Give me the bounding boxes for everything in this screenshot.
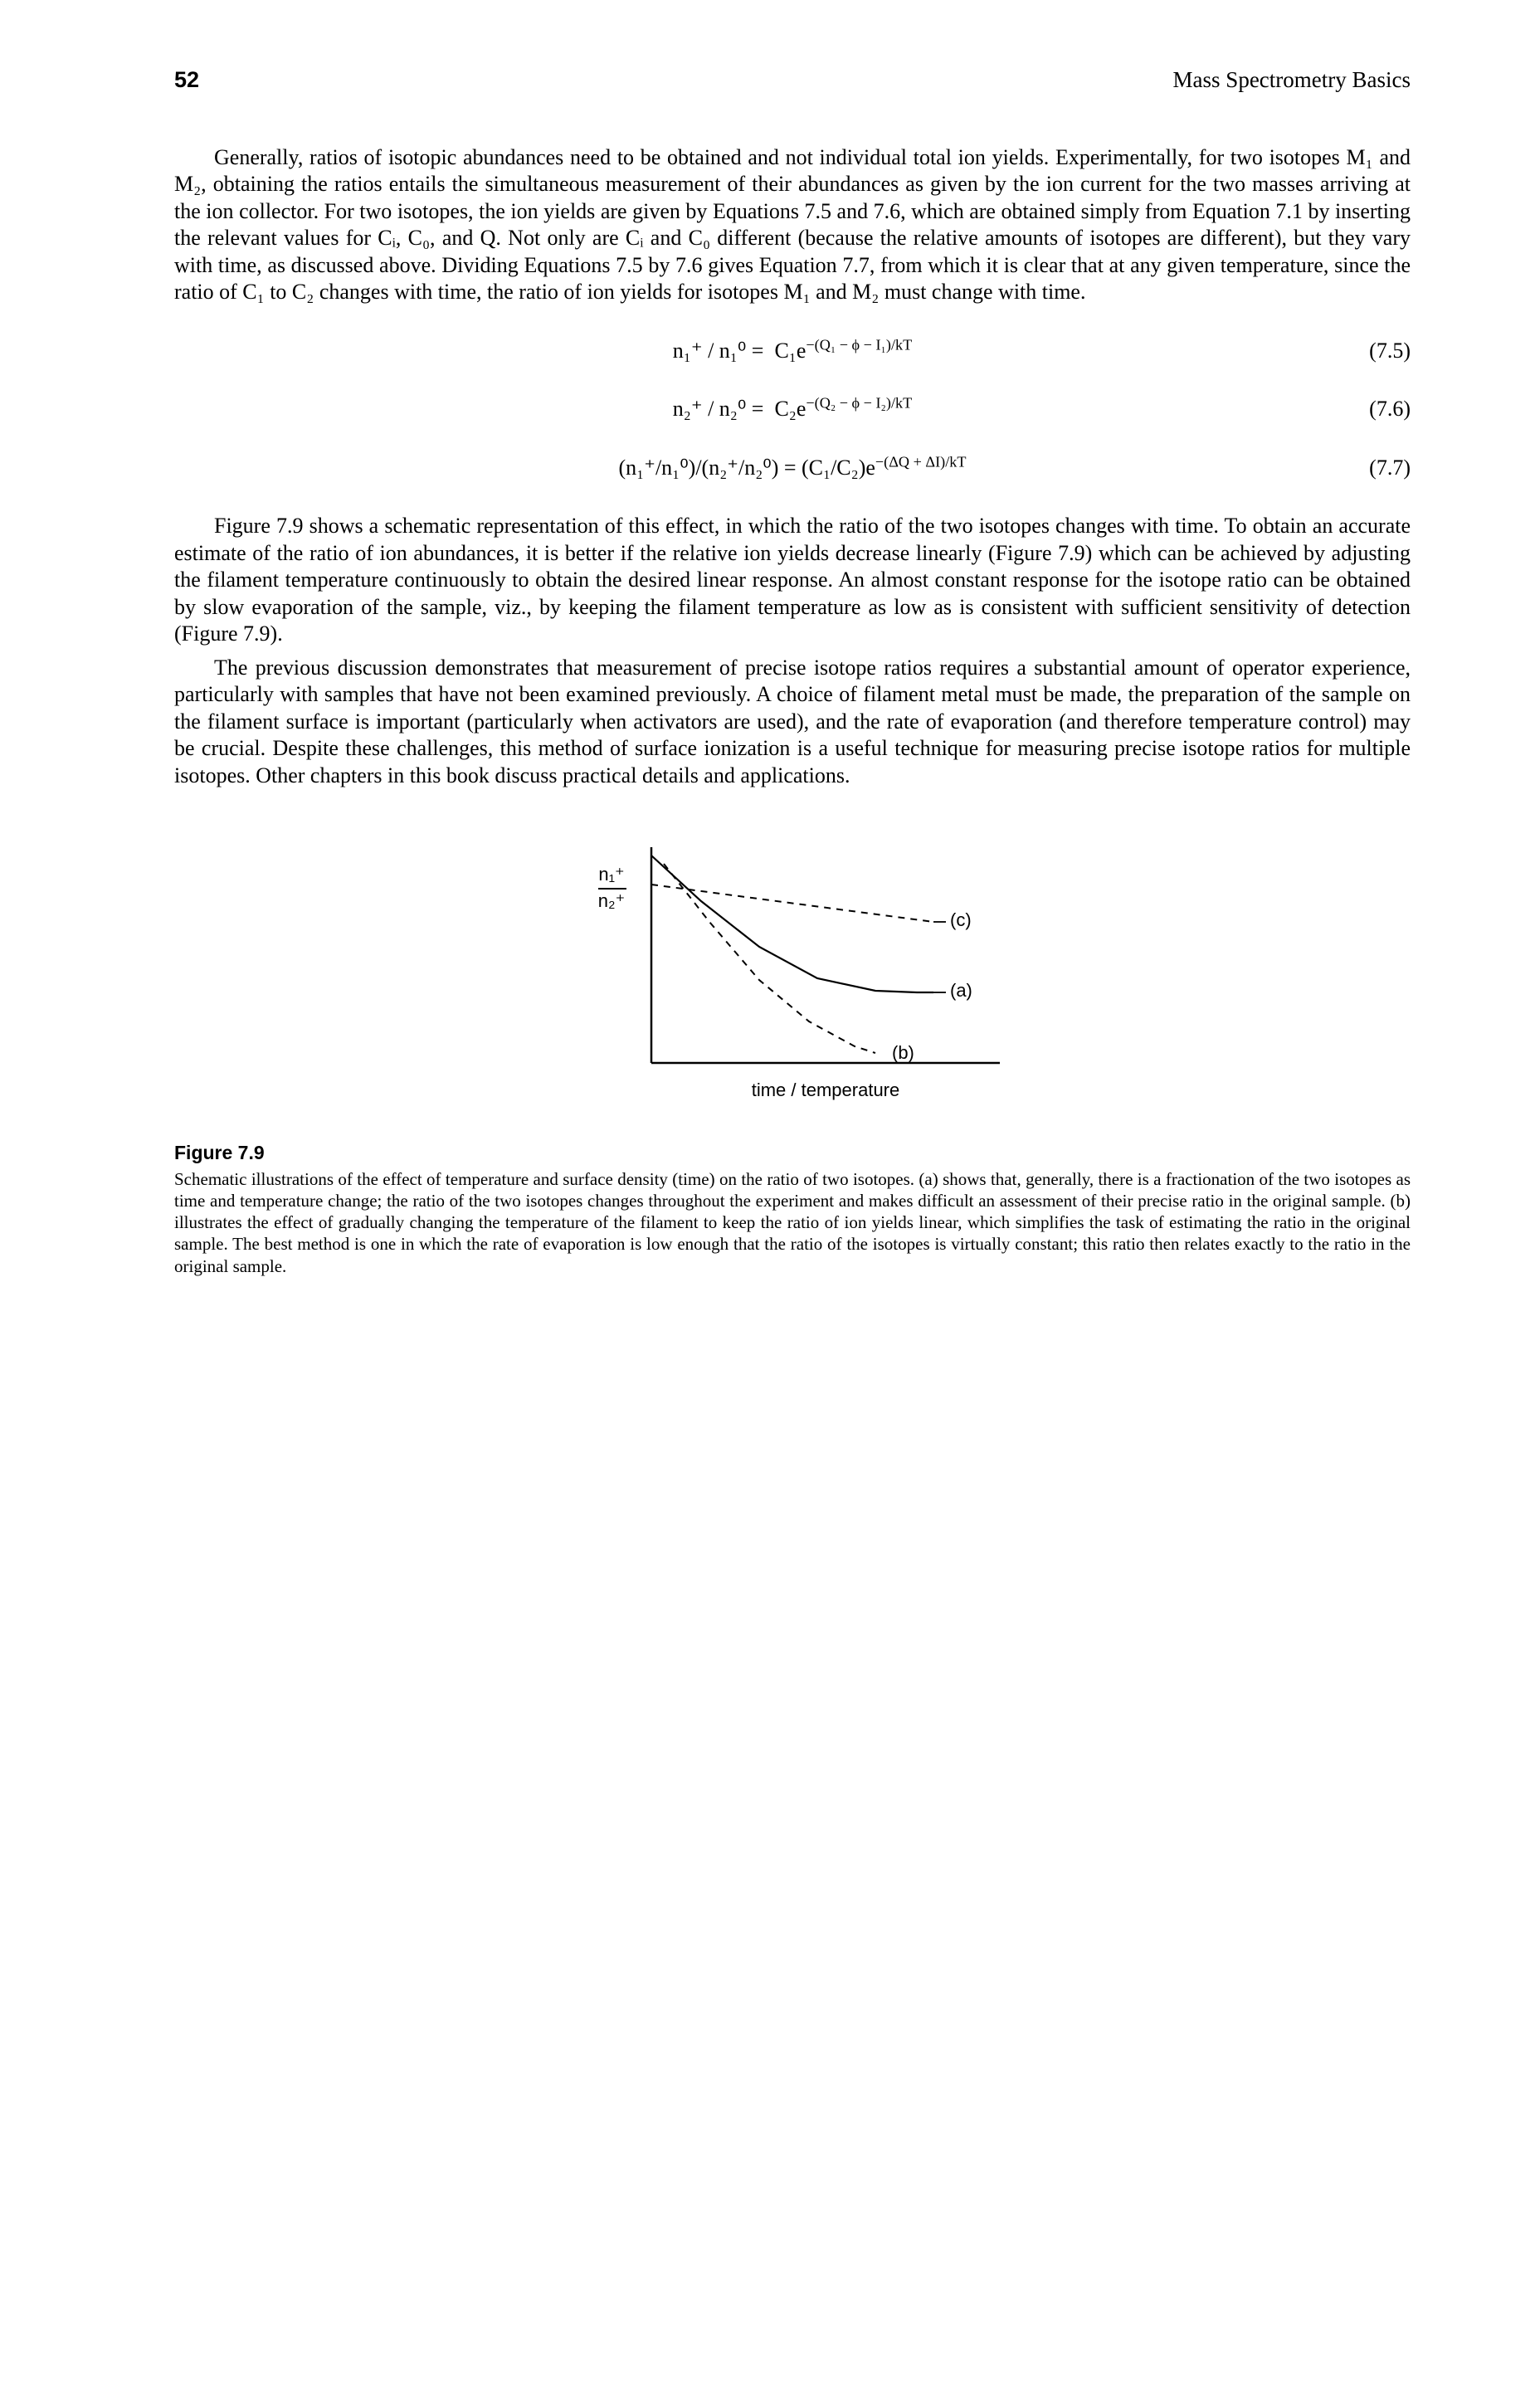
- figure-7-9-svg: n₁⁺ n₂⁺ (a) (b) (c) time / temperature: [568, 814, 1016, 1109]
- curve-a: [651, 855, 933, 992]
- page-number: 52: [174, 66, 199, 95]
- equation-7-6: n₂⁺ / n₂⁰ = C₂e−(Q₂ − ϕ − I₂)/kT (7.6): [174, 396, 1411, 423]
- y-axis-label-bottom: n₂⁺: [598, 890, 625, 911]
- x-axis-label: time / temperature: [752, 1080, 900, 1100]
- eq75-lhs: n₁⁺ / n₁⁰ =: [673, 339, 764, 363]
- eq77-exp: −(ΔQ + ΔI)/kT: [875, 453, 967, 470]
- curve-a-label: (a): [950, 980, 972, 1001]
- equation-7-5-formula: n₁⁺ / n₁⁰ = C₁e−(Q₁ − ϕ − I₁)/kT: [673, 338, 912, 365]
- figure-caption-title: Figure 7.9: [174, 1141, 1411, 1165]
- eq76-rhs: C₂e: [774, 397, 806, 421]
- y-axis-label-top: n₁⁺: [598, 864, 624, 885]
- eq76-lhs: n₂⁺ / n₂⁰ =: [673, 397, 764, 421]
- equation-7-7: (n₁⁺/n₁⁰)/(n₂⁺/n₂⁰) = (C₁/C₂)e−(ΔQ + ΔI)…: [174, 455, 1411, 482]
- eq75-exp: −(Q₁ − ϕ − I₁)/kT: [806, 336, 912, 353]
- equation-7-6-formula: n₂⁺ / n₂⁰ = C₂e−(Q₂ − ϕ − I₂)/kT: [673, 396, 912, 423]
- book-title: Mass Spectrometry Basics: [1173, 66, 1411, 95]
- paragraph-2: Figure 7.9 shows a schematic representat…: [174, 513, 1411, 648]
- eq75-rhs: C₁e: [774, 339, 806, 363]
- equation-7-7-formula: (n₁⁺/n₁⁰)/(n₂⁺/n₂⁰) = (C₁/C₂)e−(ΔQ + ΔI)…: [619, 455, 967, 482]
- curve-b-label: (b): [892, 1042, 914, 1063]
- curve-b: [664, 864, 875, 1053]
- figure-7-9: n₁⁺ n₂⁺ (a) (b) (c) time / temperature: [174, 814, 1411, 1116]
- equation-7-5: n₁⁺ / n₁⁰ = C₁e−(Q₁ − ϕ − I₁)/kT (7.5): [174, 338, 1411, 365]
- equation-7-6-number: (7.6): [1369, 396, 1411, 423]
- curve-c-label: (c): [950, 909, 972, 930]
- curve-c: [651, 885, 933, 922]
- eq76-exp: −(Q₂ − ϕ − I₂)/kT: [806, 395, 912, 412]
- equation-7-7-number: (7.7): [1369, 455, 1411, 482]
- eq77-text: (n₁⁺/n₁⁰)/(n₂⁺/n₂⁰) = (C₁/C₂)e: [619, 456, 875, 480]
- equation-7-5-number: (7.5): [1369, 338, 1411, 365]
- page-header: 52 Mass Spectrometry Basics: [174, 66, 1411, 95]
- paragraph-3: The previous discussion demonstrates tha…: [174, 655, 1411, 790]
- figure-caption: Schematic illustrations of the effect of…: [174, 1168, 1411, 1277]
- paragraph-1: Generally, ratios of isotopic abundances…: [174, 144, 1411, 306]
